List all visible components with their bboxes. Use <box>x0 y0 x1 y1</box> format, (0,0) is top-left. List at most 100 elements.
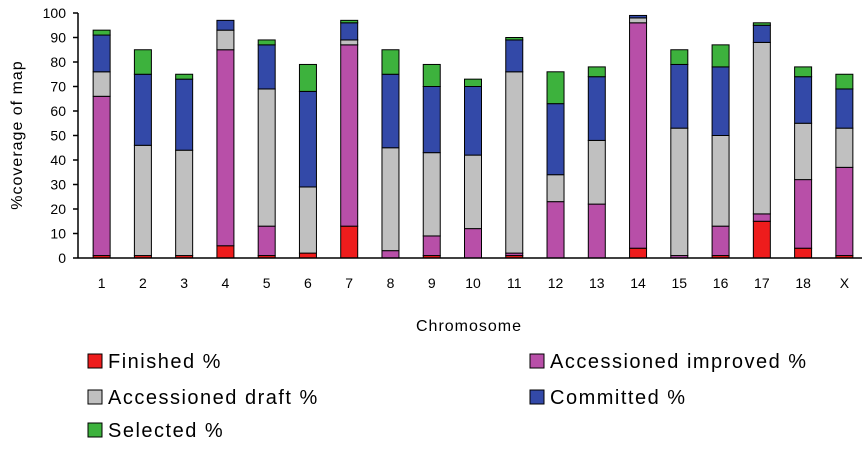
x-tick-label: 9 <box>428 275 436 291</box>
bar-segment <box>587 76 606 141</box>
bar-stack-11 <box>505 37 524 259</box>
bar-segment <box>752 24 771 43</box>
bar-segment <box>629 17 648 24</box>
bar-segment <box>546 174 565 203</box>
bar-stack-1 <box>92 29 111 259</box>
bar-segment <box>92 29 111 36</box>
legend-label: Selected % <box>108 420 224 442</box>
bar-segment <box>711 66 730 136</box>
bar-segment <box>216 49 235 247</box>
bar-segment <box>505 71 524 254</box>
bar-segment <box>133 144 152 257</box>
bar-segment <box>92 71 111 97</box>
bar-segment <box>546 71 565 105</box>
bar-segment <box>381 49 400 75</box>
bar-stack-7 <box>340 19 359 259</box>
bar-segment <box>298 90 317 188</box>
x-tick-label: 16 <box>713 275 729 291</box>
bar-stack-14 <box>629 14 648 259</box>
bar-stack-16 <box>711 44 730 259</box>
y-tick-label: 30 <box>50 177 66 193</box>
y-tick-label: 40 <box>50 152 66 168</box>
bar-segment <box>257 39 276 46</box>
x-axis: 1 2 3 4 5 6 7 8 9 10 11 12 13 14 15 16 17 18 X <box>78 257 862 291</box>
legend-label: Accessioned draft % <box>108 387 319 409</box>
bar-segment <box>464 86 482 156</box>
bar-stack-9 <box>422 63 441 259</box>
y-tick-label: 20 <box>50 201 66 217</box>
bar-segment <box>257 225 276 257</box>
bar-segment <box>464 228 482 259</box>
legend-item: Selected % <box>87 420 224 442</box>
bar-stack-17 <box>752 22 771 259</box>
x-tick-label: 2 <box>139 275 147 291</box>
bar-segment <box>216 19 235 31</box>
bar-segment <box>670 49 689 65</box>
bar-segment <box>381 73 400 149</box>
y-axis-title: %coverage of map <box>9 60 26 209</box>
bar-segment <box>629 14 648 19</box>
bar-segment <box>629 22 648 249</box>
bar-segment <box>422 235 441 257</box>
bar-segment <box>175 73 194 80</box>
bar-segment <box>752 213 771 222</box>
y-tick-label: 100 <box>43 5 67 21</box>
bar-segment <box>587 139 606 205</box>
bar-segment <box>835 73 854 90</box>
bar-segment <box>464 154 482 230</box>
bar-segment <box>381 250 400 259</box>
bar-segment <box>752 22 771 26</box>
legend-label: Finished % <box>108 351 222 373</box>
bar-stack-15 <box>670 49 689 259</box>
legend-swatch <box>87 389 103 405</box>
bar-segment <box>133 49 152 75</box>
x-tick-label: 10 <box>465 275 481 291</box>
bar-segment <box>175 78 194 151</box>
bar-segment <box>711 225 730 257</box>
bar-segment <box>340 44 359 227</box>
bar-segment <box>340 22 359 41</box>
bar-segment <box>92 95 111 257</box>
legend-item: Committed % <box>529 387 685 409</box>
bar-segment <box>711 44 730 68</box>
x-tick-label: 18 <box>795 275 811 291</box>
x-tick-label: 6 <box>304 275 312 291</box>
bar-segment <box>794 179 813 249</box>
y-tick-label: 0 <box>58 250 66 266</box>
y-tick-label: 70 <box>50 79 66 95</box>
bar-stack-5 <box>257 39 276 259</box>
bar-segment <box>752 220 771 259</box>
y-tick-label: 60 <box>50 103 66 119</box>
bar-stack-2 <box>133 49 152 259</box>
bar-segment <box>216 245 235 259</box>
x-tick-label: 4 <box>222 275 230 291</box>
bar-stack-X <box>835 73 854 259</box>
bar-segment <box>670 63 689 129</box>
bar-segment <box>835 166 854 257</box>
x-tick-label: 1 <box>98 275 106 291</box>
bar-stack-3 <box>175 73 194 259</box>
bar-segment <box>340 39 359 46</box>
bar-segment <box>752 41 771 215</box>
x-tick-label: 17 <box>754 275 770 291</box>
bar-stack-13 <box>587 66 606 259</box>
y-tick-label: 90 <box>50 30 66 46</box>
x-tick-label: X <box>840 275 850 291</box>
bar-stack-12 <box>546 71 565 259</box>
bar-segment <box>92 34 111 73</box>
bar-stack-8 <box>381 49 400 259</box>
bar-segment <box>505 39 524 73</box>
bar-segment <box>340 225 359 259</box>
legend-item: Finished % <box>87 351 222 373</box>
bar-segment <box>546 201 565 259</box>
y-tick-label: 50 <box>50 128 66 144</box>
x-tick-label: 7 <box>345 275 353 291</box>
x-tick-label: 8 <box>387 275 395 291</box>
bar-segment <box>340 19 359 24</box>
legend-swatch <box>529 353 545 369</box>
bar-stack-6 <box>298 63 317 259</box>
x-tick-label: 15 <box>672 275 688 291</box>
y-tick-label: 10 <box>50 226 66 242</box>
x-tick-label: 11 <box>507 275 522 291</box>
x-axis-title: Chromosome <box>416 318 522 335</box>
